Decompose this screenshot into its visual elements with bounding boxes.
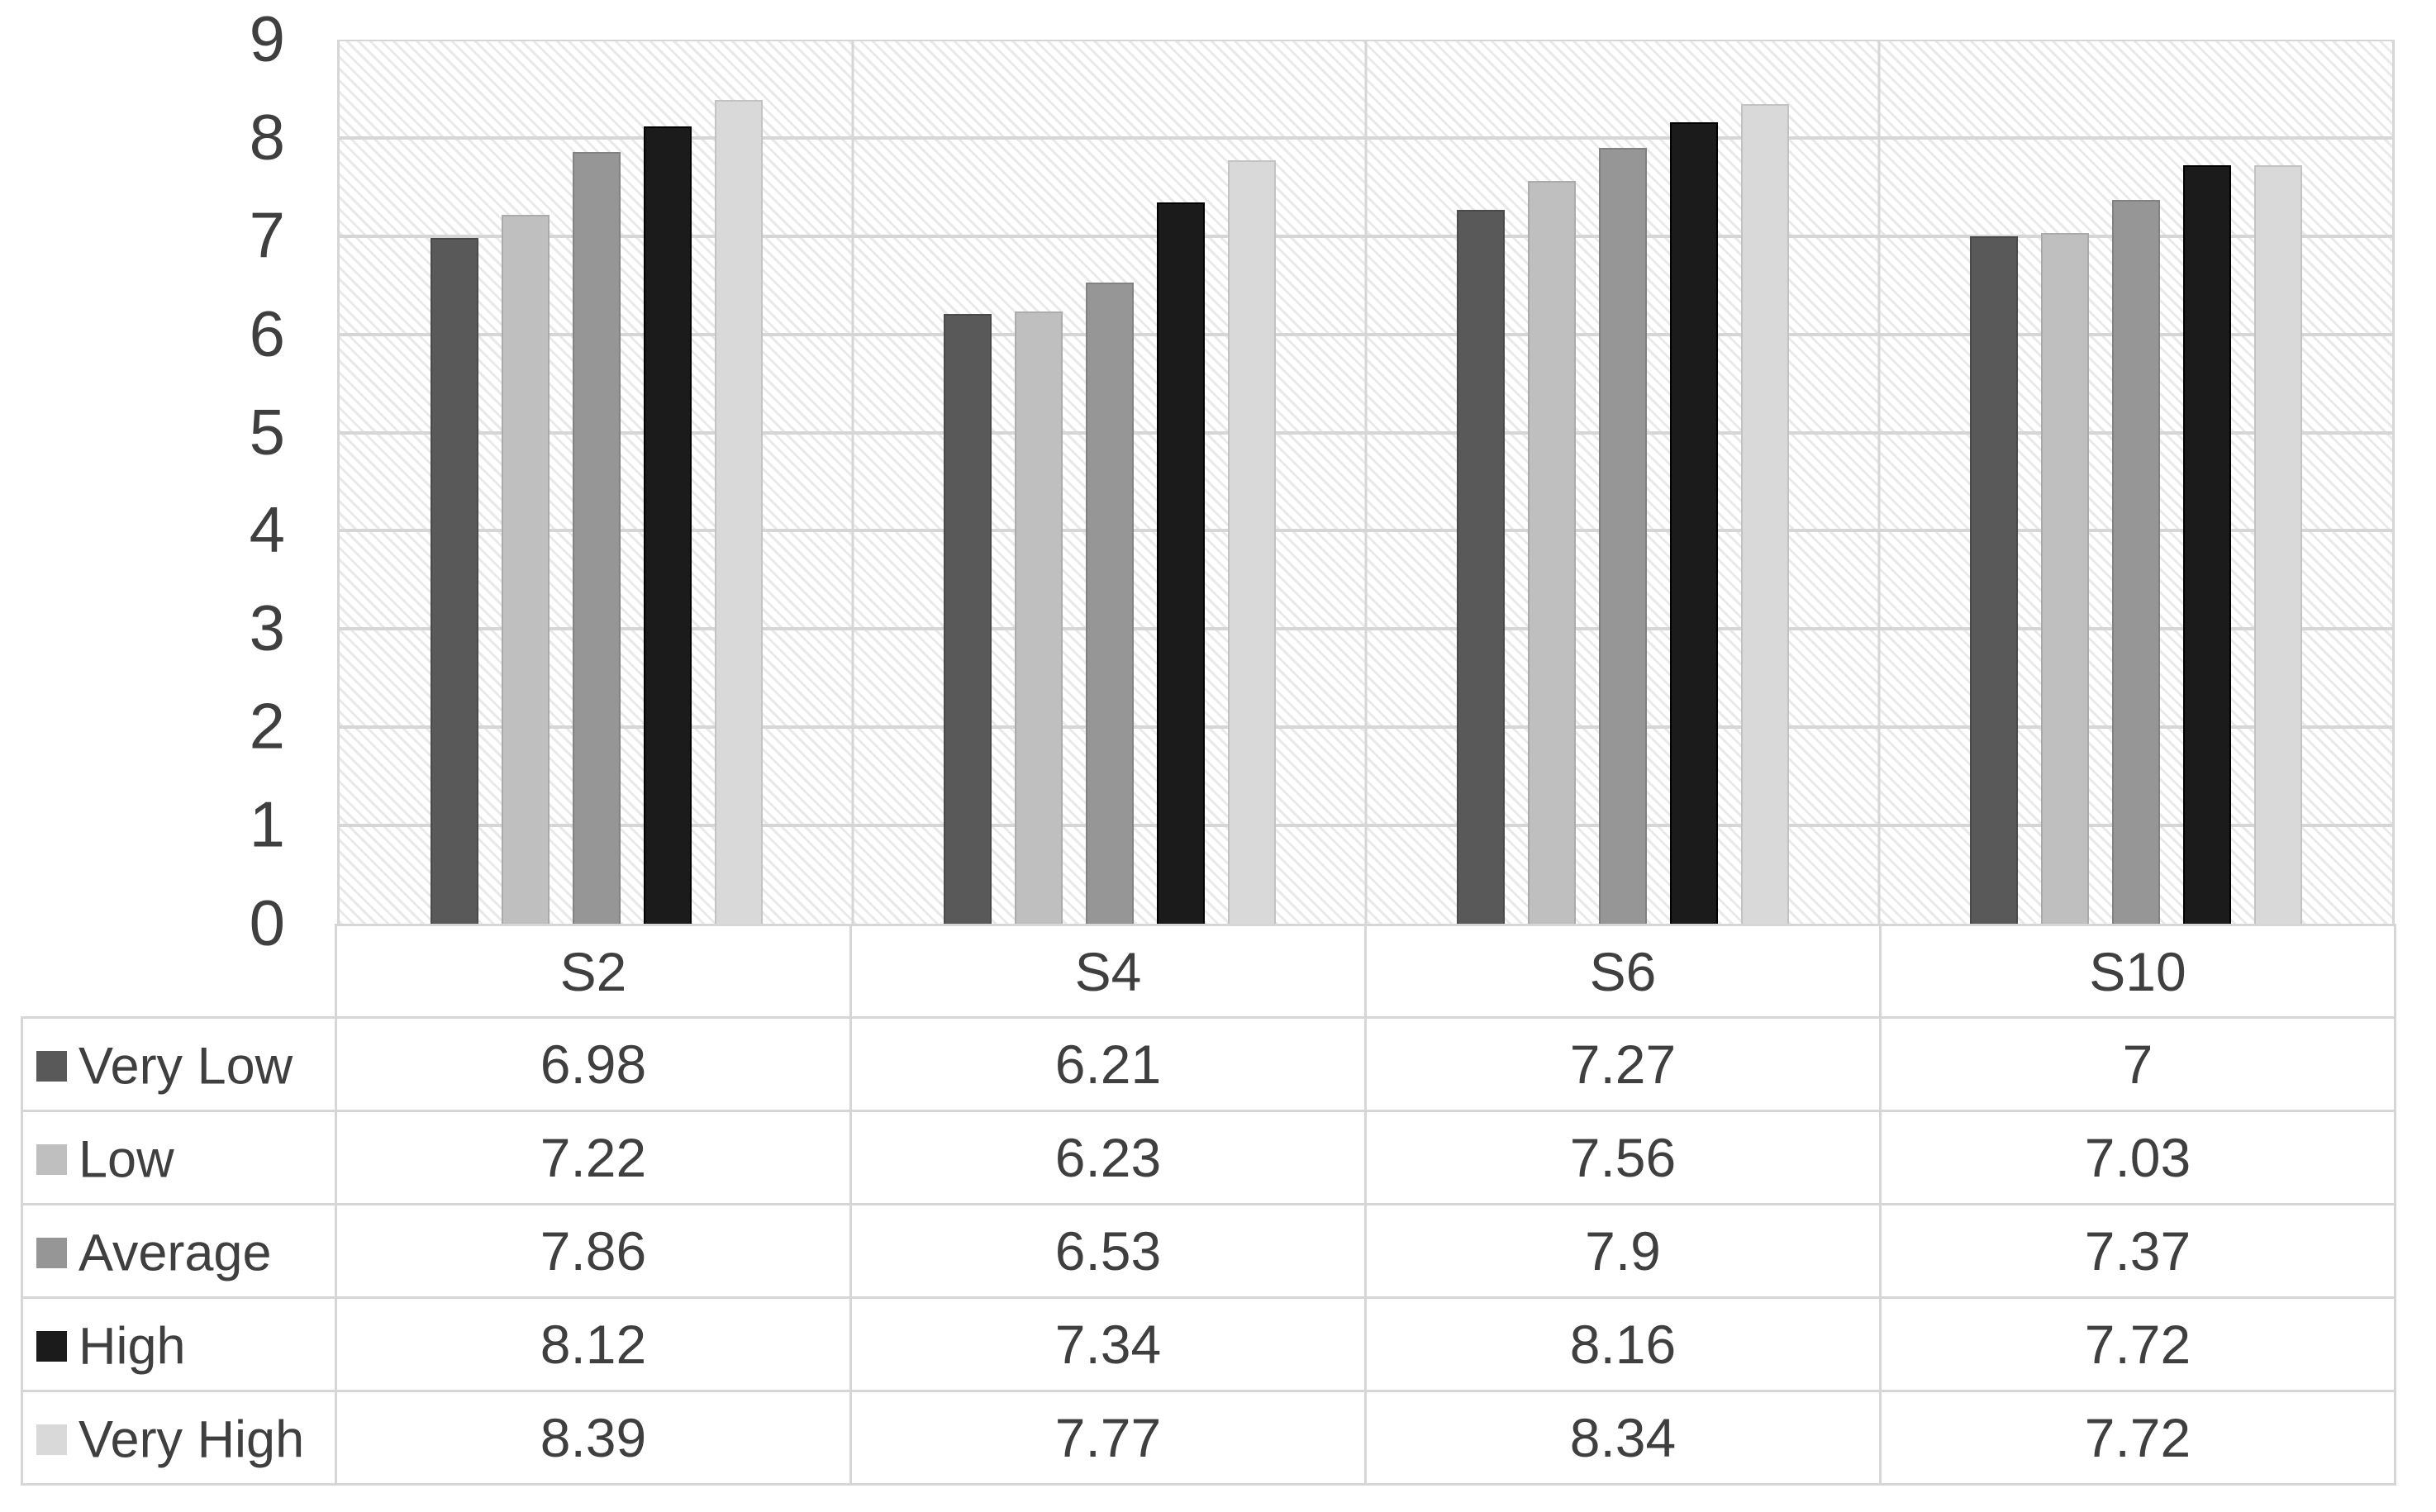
category-header-s6: S6 — [1364, 924, 1882, 1019]
legend-label-low: Low — [79, 1130, 174, 1189]
bars-layer — [340, 40, 2392, 924]
bar-very-high-s4 — [1227, 160, 1276, 924]
category-separator — [1877, 40, 1881, 924]
legend-label-high: High — [79, 1317, 186, 1376]
value-average-s6: 7.9 — [1364, 1203, 1882, 1299]
bar-low-s6 — [1527, 181, 1576, 924]
table-corner-ghost-cell — [22, 925, 336, 1018]
bar-group-s2 — [340, 40, 853, 924]
bar-average-s6 — [1598, 147, 1647, 924]
value-very-high-s6: 8.34 — [1364, 1390, 1882, 1486]
value-very-high-s4: 7.77 — [849, 1390, 1367, 1486]
value-low-s10: 7.03 — [1879, 1110, 2396, 1205]
bar-very-high-s2 — [714, 99, 763, 924]
value-low-s4: 6.23 — [849, 1110, 1367, 1205]
bar-group-s4 — [853, 40, 1366, 924]
bar-average-s4 — [1085, 282, 1134, 924]
bar-high-s10 — [2182, 165, 2231, 924]
bar-low-s10 — [2040, 233, 2089, 924]
y-axis-label-7: 7 — [249, 198, 285, 272]
legend-swatch-low-icon — [36, 1144, 67, 1175]
value-very-low-s4: 6.21 — [849, 1016, 1367, 1112]
bar-very-high-s6 — [1740, 104, 1789, 924]
y-axis-label-3: 3 — [249, 591, 285, 664]
bar-group-s6 — [1366, 40, 1879, 924]
bar-average-s2 — [572, 151, 621, 924]
legend-cell-high: High — [21, 1296, 337, 1392]
legend-label-average: Average — [79, 1224, 272, 1282]
legend-label-very-high: Very High — [79, 1410, 305, 1469]
y-axis-label-2: 2 — [249, 689, 285, 763]
table-row-very-low: Very Low 6.98 6.21 7.27 7 — [21, 1016, 2396, 1112]
gridlines-layer — [340, 40, 2392, 924]
category-header-s10: S10 — [1879, 924, 2396, 1019]
bar-high-s6 — [1669, 121, 1718, 924]
table-row-very-high: Very High 8.39 7.77 8.34 7.72 — [21, 1390, 2396, 1486]
bar-high-s2 — [643, 126, 692, 924]
y-axis-label-4: 4 — [249, 492, 285, 566]
legend-label-very-low: Very Low — [79, 1037, 293, 1096]
value-very-low-s6: 7.27 — [1364, 1016, 1882, 1112]
value-average-s2: 7.86 — [335, 1203, 852, 1299]
value-very-high-s10: 7.72 — [1879, 1390, 2396, 1486]
category-header-s4: S4 — [849, 924, 1367, 1019]
table-row-high: High 8.12 7.34 8.16 7.72 — [21, 1296, 2396, 1392]
value-average-s10: 7.37 — [1879, 1203, 2396, 1299]
category-header-row: S2 S4 S6 S10 — [22, 924, 2396, 1019]
value-low-s2: 7.22 — [335, 1110, 852, 1205]
bar-average-s10 — [2111, 199, 2160, 924]
legend-swatch-very-high-icon — [36, 1424, 67, 1455]
y-axis-label-0: 0 — [249, 886, 285, 959]
value-very-low-s2: 6.98 — [335, 1016, 852, 1112]
bar-low-s4 — [1014, 311, 1063, 924]
value-average-s4: 6.53 — [849, 1203, 1367, 1299]
value-high-s4: 7.34 — [849, 1296, 1367, 1392]
value-high-s2: 8.12 — [335, 1296, 852, 1392]
legend-cell-very-low: Very Low — [21, 1016, 337, 1112]
legend-swatch-high-icon — [36, 1330, 67, 1362]
y-axis-label-5: 5 — [249, 394, 285, 468]
bar-very-high-s10 — [2253, 165, 2302, 924]
legend-cell-low: Low — [21, 1110, 337, 1205]
value-high-s10: 7.72 — [1879, 1296, 2396, 1392]
legend-swatch-average-icon — [36, 1237, 67, 1268]
value-high-s6: 8.16 — [1364, 1296, 1882, 1392]
y-axis-label-1: 1 — [249, 787, 285, 861]
y-axis-label-6: 6 — [249, 297, 285, 370]
legend-cell-average: Average — [21, 1203, 337, 1299]
table-row-low: Low 7.22 6.23 7.56 7.03 — [21, 1110, 2396, 1205]
bar-high-s4 — [1156, 202, 1205, 924]
value-very-high-s2: 8.39 — [335, 1390, 852, 1486]
value-very-low-s10: 7 — [1879, 1016, 2396, 1112]
plot-area — [337, 40, 2395, 924]
y-axis-label-9: 9 — [249, 2, 285, 75]
bar-low-s2 — [501, 214, 550, 924]
legend-cell-very-high: Very High — [21, 1390, 337, 1486]
table-row-average: Average 7.86 6.53 7.9 7.37 — [21, 1203, 2396, 1299]
bar-very-low-s2 — [430, 238, 478, 924]
bar-very-low-s6 — [1456, 209, 1505, 924]
category-separator — [851, 40, 854, 924]
category-separator — [1364, 40, 1368, 924]
bar-group-s10 — [1879, 40, 2392, 924]
y-axis-label-8: 8 — [249, 100, 285, 174]
category-header-s2: S2 — [335, 924, 852, 1019]
bar-very-low-s10 — [1969, 235, 2018, 924]
data-table-legend: S2 S4 S6 S10 Very Low 6.98 6.21 7.27 7 Low 7.22 6.2… — [21, 924, 2396, 1486]
bar-very-low-s4 — [943, 313, 992, 924]
legend-swatch-very-low-icon — [36, 1050, 67, 1082]
value-low-s6: 7.56 — [1364, 1110, 1882, 1205]
